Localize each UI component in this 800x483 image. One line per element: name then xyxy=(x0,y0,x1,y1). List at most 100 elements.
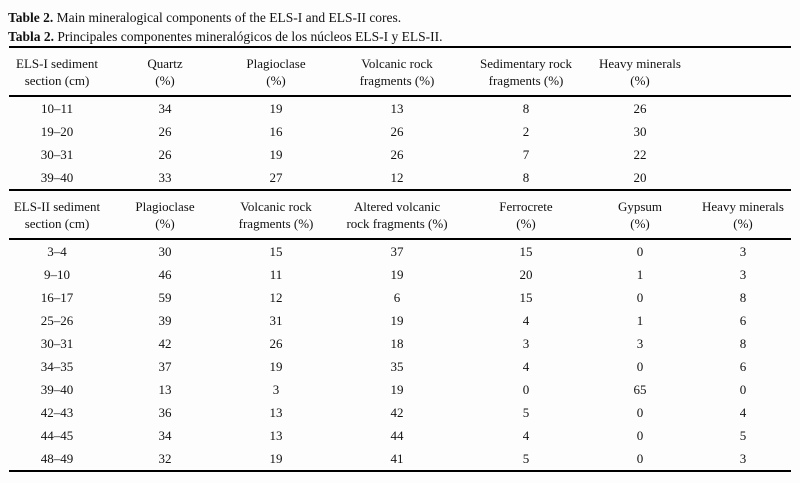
percent-value-cell: 33 xyxy=(158,169,172,185)
header-line: section (cm) xyxy=(24,72,90,88)
percent-value-cell: 4 xyxy=(522,312,530,328)
percent-value-cell: 3 xyxy=(739,243,747,259)
header-line: Altered volcanic xyxy=(353,198,441,214)
percent-value-cell: 15 xyxy=(269,243,283,259)
percent-value-cell: 1 xyxy=(636,266,644,282)
percent-value-cell: 26 xyxy=(390,146,404,162)
percent-value-cell: 13 xyxy=(269,404,283,420)
column-header: Sedimentary rock fragments (%) xyxy=(467,47,585,96)
percent-value-cell: 0 xyxy=(636,427,644,443)
percent-value-cell: 37 xyxy=(158,358,172,374)
header-line: ELS-I sediment xyxy=(16,55,98,71)
header-line: Volcanic rock xyxy=(240,198,312,214)
header-line: (%) xyxy=(516,215,536,231)
percent-value-cell: 0 xyxy=(636,358,644,374)
header-line: Volcanic rock xyxy=(361,55,433,71)
column-header: Altered volcanic rock fragments (%) xyxy=(327,190,467,239)
header-line: Gypsum xyxy=(617,198,663,214)
percent-value-cell: 26 xyxy=(158,123,172,139)
header-line: Sedimentary rock xyxy=(479,55,573,71)
percent-value-cell: 0 xyxy=(636,404,644,420)
percent-value-cell: 3 xyxy=(739,450,747,466)
section-range-cell: 3–4 xyxy=(47,243,67,259)
els2-header-row: ELS-II sediment section (cm) Plagioclase (%… xyxy=(9,190,791,239)
header-line: fragments (%) xyxy=(238,215,314,231)
paper-page: Table 2. Main mineralogical components o… xyxy=(0,8,800,483)
empty-cell xyxy=(695,47,791,96)
percent-value-cell: 4 xyxy=(522,427,530,443)
percent-value-cell: 20 xyxy=(519,266,533,282)
percent-value-cell: 34 xyxy=(158,100,172,116)
percent-value-cell: 30 xyxy=(633,123,647,139)
caption-label-es: Tabla 2. xyxy=(8,29,55,44)
percent-value-cell: 6 xyxy=(739,312,747,328)
percent-value-cell: 36 xyxy=(158,404,172,420)
mineralogical-components-table: ELS-I sediment section (cm) Quartz (%) Plagi… xyxy=(9,46,791,472)
percent-value-cell: 0 xyxy=(636,289,644,305)
column-header: Gypsum (%) xyxy=(585,190,695,239)
table-row: 10–11 34 19 13 8 26 xyxy=(9,96,791,120)
table-row: 42–43 36 13 42 5 0 4 xyxy=(9,401,791,424)
percent-value-cell: 11 xyxy=(269,266,283,282)
column-header: Heavy minerals (%) xyxy=(695,190,791,239)
table-row: 39–40 33 27 12 8 20 xyxy=(9,166,791,190)
empty-cell xyxy=(695,143,791,166)
percent-value-cell: 19 xyxy=(390,312,404,328)
column-header: Ferrocrete (%) xyxy=(467,190,585,239)
table-row: 30–31 26 19 26 7 22 xyxy=(9,143,791,166)
table-row: 16–17 59 12 6 15 0 8 xyxy=(9,286,791,309)
percent-value-cell: 5 xyxy=(739,427,747,443)
caption-text-es: Principales componentes mineralógicos de… xyxy=(54,29,443,44)
column-header: Volcanic rock fragments (%) xyxy=(225,190,327,239)
percent-value-cell: 35 xyxy=(390,358,404,374)
column-header: ELS-I sediment section (cm) xyxy=(9,47,105,96)
percent-value-cell: 34 xyxy=(158,427,172,443)
column-header: Volcanic rock fragments (%) xyxy=(327,47,467,96)
section-range-cell: 39–40 xyxy=(40,381,74,397)
percent-value-cell: 26 xyxy=(390,123,404,139)
table-row: 30–31 42 26 18 3 3 8 xyxy=(9,332,791,355)
header-line: fragments (%) xyxy=(488,72,564,88)
percent-value-cell: 2 xyxy=(522,123,530,139)
header-line: rock fragments (%) xyxy=(346,215,448,231)
percent-value-cell: 19 xyxy=(269,358,283,374)
table-row: 25–26 39 31 19 4 1 6 xyxy=(9,309,791,332)
percent-value-cell: 4 xyxy=(739,404,747,420)
percent-value-cell: 59 xyxy=(158,289,172,305)
section-range-cell: 19–20 xyxy=(40,123,74,139)
empty-cell xyxy=(695,120,791,143)
percent-value-cell: 5 xyxy=(522,404,530,420)
percent-value-cell: 5 xyxy=(522,450,530,466)
caption-line-en: Table 2. Main mineralogical components o… xyxy=(8,8,800,27)
percent-value-cell: 3 xyxy=(739,266,747,282)
table-row: 3–4 30 15 37 15 0 3 xyxy=(9,239,791,263)
percent-value-cell: 30 xyxy=(158,243,172,259)
section-range-cell: 9–10 xyxy=(44,266,70,282)
column-header: ELS-II sediment section (cm) xyxy=(9,190,105,239)
section-range-cell: 39–40 xyxy=(40,169,74,185)
header-line: ELS-II sediment xyxy=(13,198,101,214)
section-range-cell: 34–35 xyxy=(40,358,74,374)
percent-value-cell: 26 xyxy=(158,146,172,162)
percent-value-cell: 13 xyxy=(269,427,283,443)
percent-value-cell: 44 xyxy=(390,427,404,443)
header-line: (%) xyxy=(266,72,286,88)
percent-value-cell: 8 xyxy=(522,169,530,185)
percent-value-cell: 13 xyxy=(158,381,172,397)
percent-value-cell: 27 xyxy=(269,169,283,185)
table-row: 44–45 34 13 44 4 0 5 xyxy=(9,424,791,447)
table-row: 39–40 13 3 19 0 65 0 xyxy=(9,378,791,401)
percent-value-cell: 26 xyxy=(633,100,647,116)
header-line: Heavy minerals xyxy=(702,198,784,214)
table-row: 19–20 26 16 26 2 30 xyxy=(9,120,791,143)
percent-value-cell: 0 xyxy=(739,381,747,397)
percent-value-cell: 3 xyxy=(636,335,644,351)
percent-value-cell: 31 xyxy=(269,312,283,328)
percent-value-cell: 4 xyxy=(522,358,530,374)
percent-value-cell: 16 xyxy=(269,123,283,139)
table-row: 9–10 46 11 19 20 1 3 xyxy=(9,263,791,286)
percent-value-cell: 1 xyxy=(636,312,644,328)
els1-body: 10–11 34 19 13 8 26 19–20 26 16 26 2 30 30–31 26 19 26 7… xyxy=(9,96,791,190)
percent-value-cell: 20 xyxy=(633,169,647,185)
column-header: Plagioclase (%) xyxy=(105,190,225,239)
